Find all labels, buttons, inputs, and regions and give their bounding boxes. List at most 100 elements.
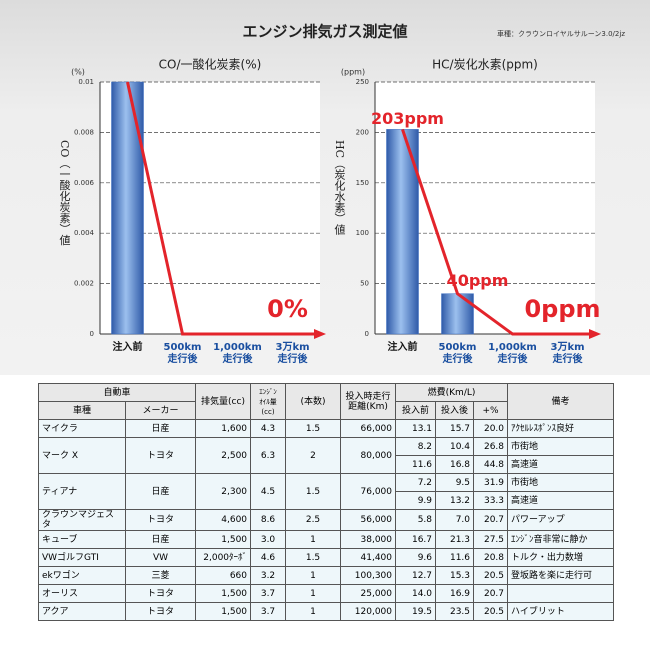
table-row: アクア トヨタ 1,500 3.7 1 120,000 19.5 23.5 20.5 ハイブリット [38, 602, 615, 621]
table-cell: 31.9 [473, 473, 509, 492]
y-tick-label: 200 [356, 128, 369, 136]
table-cell: 56,000 [340, 509, 397, 531]
table-cell: 16.7 [395, 530, 437, 549]
table-cell: 3.7 [250, 584, 287, 603]
x-tick-label: 3万km 走行後 [550, 342, 585, 365]
bar [111, 81, 144, 335]
table-cell: 8.2 [395, 437, 437, 456]
data-label: 203ppm [371, 109, 444, 128]
table-cell: 9.6 [395, 548, 437, 567]
table-cell: 3.2 [250, 566, 287, 585]
bar [441, 293, 474, 335]
header-cell: 備考 [507, 383, 615, 420]
table-cell: 100,300 [340, 566, 397, 585]
empty-cell [507, 584, 615, 603]
table-cell: 6.3 [250, 437, 287, 474]
data-label: 0% [267, 295, 308, 323]
table-cell: ｱｸｾﾙﾚｽﾎﾟﾝｽ良好 [507, 419, 615, 438]
header-cell: 排気量(cc) [195, 383, 252, 420]
table-cell: 3.7 [250, 602, 287, 621]
header-cell: 投入後 [435, 401, 475, 420]
table-cell: 3.0 [250, 530, 287, 549]
table-cell: 9.9 [395, 491, 437, 510]
table-cell: オーリス [38, 584, 126, 603]
table-cell: 2,300 [195, 473, 252, 510]
table-row: 9.9 13.2 33.3 高速道 [39, 491, 615, 510]
table-cell: 12.7 [395, 566, 437, 585]
header-cell: (本数) [285, 383, 342, 420]
table-cell: 21.3 [435, 530, 475, 549]
table-cell: 1.5 [285, 548, 342, 567]
table-row: オーリス トヨタ 1,500 3.7 1 25,000 14.0 16.9 20.7 [38, 584, 615, 603]
header-cell: ｴﾝｼﾞﾝ ｵｲﾙ量 (cc) [250, 383, 287, 420]
table-cell: 41,400 [340, 548, 397, 567]
table-row: ティアナ 日産 2,300 4.5 1.5 76,000 7.2 9.5 31.9 市街地 [38, 473, 615, 510]
table-cell: 市街地 [507, 437, 615, 456]
table-cell: 25,000 [340, 584, 397, 603]
table-row: マーク X トヨタ 2,500 6.3 2 80,000 8.2 10.4 26.8 市街地 [38, 437, 615, 474]
table-cell: マイクラ [38, 419, 126, 438]
table-cell: 1.5 [285, 473, 342, 510]
table-cell: 13.1 [395, 419, 437, 438]
table-cell: 1.5 [285, 419, 342, 438]
table-cell: 2 [285, 437, 342, 474]
table-cell: 80,000 [340, 437, 397, 474]
header-cell: 自動車 [37, 383, 197, 402]
table-cell: 1 [285, 566, 342, 585]
y-axis-label: HC（炭化水素）値 [333, 140, 346, 236]
line [401, 128, 591, 336]
table-cell: 1,500 [195, 602, 252, 621]
table-cell: 1 [285, 584, 342, 603]
charts: エンジン排気ガス測定値 車種：クラウンロイヤルサルーン3.0/2jz CO/一酸… [71, 23, 625, 339]
header-cell: 燃費(Km/L) [395, 383, 509, 402]
table-row: キューブ 日産 1,500 3.0 1 38,000 16.7 21.3 27.5 ｴﾝｼﾞﾝ音非… [38, 530, 615, 549]
table-cell: 7.0 [435, 509, 475, 531]
table-cell: トヨタ [124, 584, 197, 603]
x-tick-label: 注入前 [112, 342, 143, 353]
y-tick-label: 0.006 [74, 179, 95, 187]
table-cell: 27.5 [473, 530, 509, 549]
table-cell: 20.5 [473, 566, 509, 585]
table-cell: 120,000 [340, 602, 397, 621]
y-tick-label: 0 [365, 330, 369, 338]
table-cell: 9.5 [435, 473, 475, 492]
table-cell: 20.7 [473, 584, 509, 603]
table-cell: 4,600 [195, 509, 252, 531]
header-cell: 投入前 [395, 401, 437, 420]
table-cell: 2,000ﾀｰﾎﾞ [195, 548, 252, 567]
y-tick-label: 0.008 [74, 128, 94, 136]
table-cell: 4.5 [250, 473, 287, 510]
table-cell: 16.9 [435, 584, 475, 603]
table-cell: 16.8 [435, 455, 475, 474]
y-tick-label: 50 [360, 280, 369, 288]
table-cell: 14.0 [395, 584, 437, 603]
table-cell: 1,600 [195, 419, 252, 438]
table-cell: 15.3 [435, 566, 475, 585]
table-cell: 13.2 [435, 491, 475, 510]
table-cell: パワーアップ [507, 509, 615, 531]
table-cell: 38,000 [340, 530, 397, 549]
x-tick-label: 1,000km 走行後 [213, 342, 262, 365]
table-cell: キューブ [38, 530, 126, 549]
header-cell: メーカー [124, 401, 197, 420]
arrow-head [314, 329, 326, 339]
table-cell: VWゴルフGTI [38, 548, 126, 567]
table-cell: 23.5 [435, 602, 475, 621]
table-cell: 33.3 [473, 491, 509, 510]
table-cell: 日産 [124, 530, 197, 549]
table-cell: 1 [285, 602, 342, 621]
y-tick-label: 0.002 [74, 280, 94, 288]
table-cell: 三菱 [124, 566, 197, 585]
table-cell: トヨタ [124, 437, 197, 474]
table-cell: 11.6 [435, 548, 475, 567]
table-cell: 19.5 [395, 602, 437, 621]
data-label: 40ppm [447, 271, 509, 290]
table-cell: 20.8 [473, 548, 509, 567]
header-cell: +% [473, 401, 509, 420]
table-cell: 660 [195, 566, 252, 585]
table-cell: 高速道 [507, 455, 615, 474]
y-tick-label: 150 [356, 179, 369, 187]
table-cell: 10.4 [435, 437, 475, 456]
x-tick-label: 500km 走行後 [438, 342, 477, 365]
